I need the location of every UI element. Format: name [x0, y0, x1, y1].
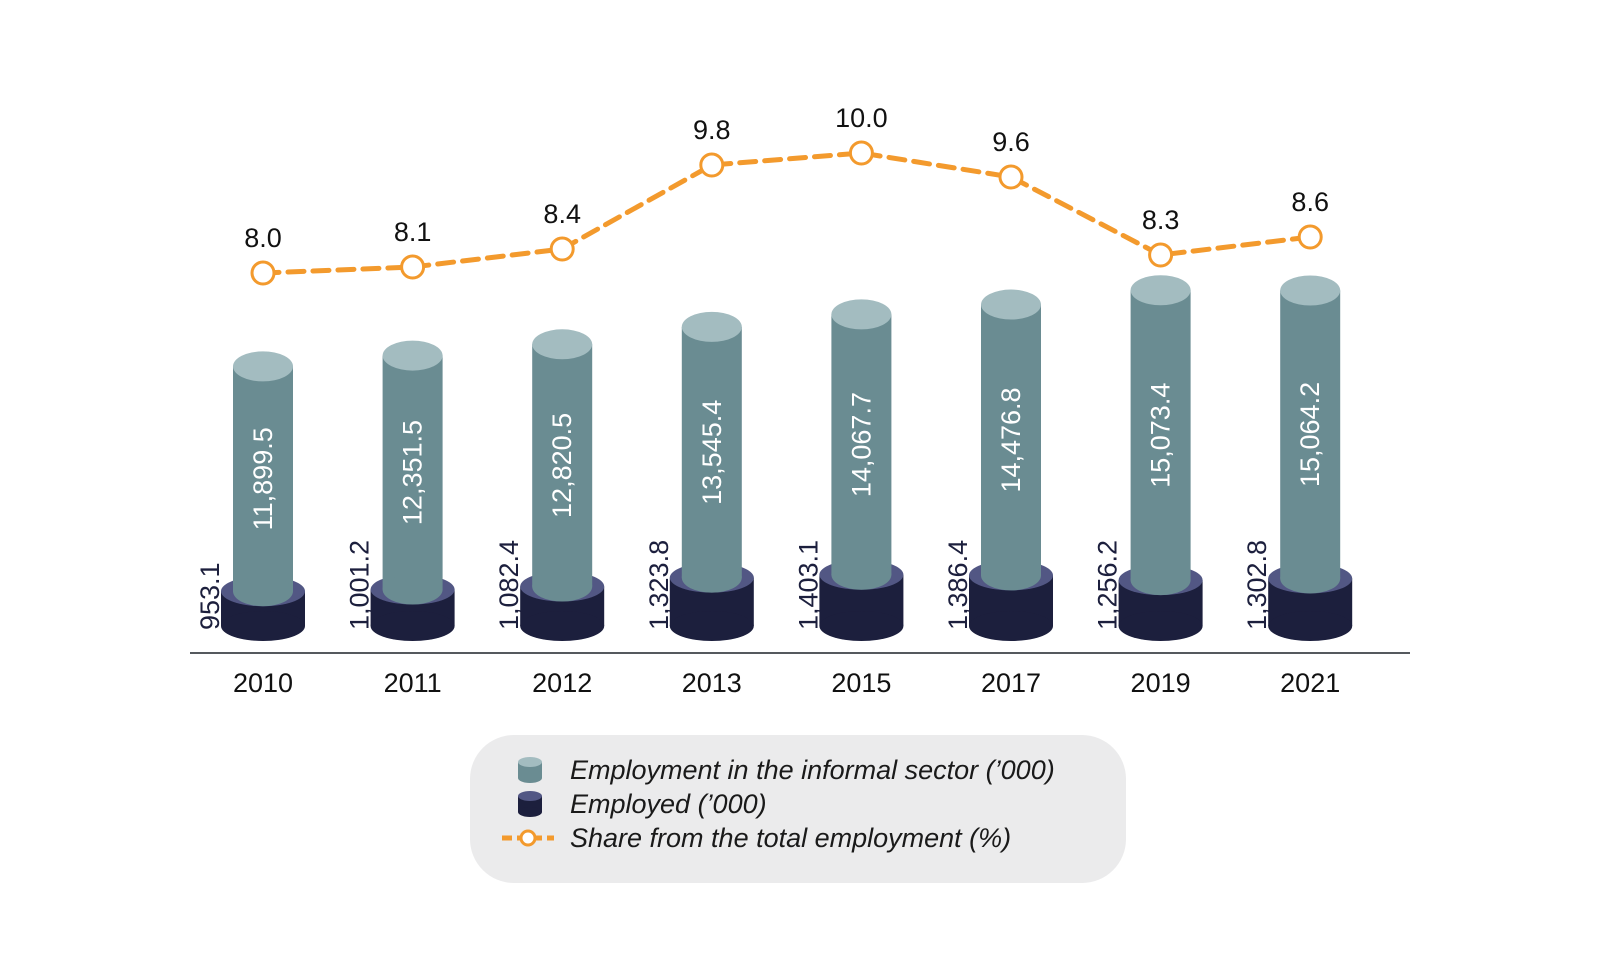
x-tick-label: 2013	[682, 668, 742, 698]
share-point	[1297, 224, 1323, 250]
informal-bar-top	[382, 340, 443, 371]
share-line	[260, 150, 1313, 276]
informal-bar-bottom	[981, 560, 1041, 591]
informal-value-label: 14,476.8	[996, 387, 1026, 492]
employed-value-label: 953.1	[195, 562, 225, 630]
informal-bar-top	[532, 329, 593, 360]
employed-value-label: 1,256.2	[1093, 540, 1123, 630]
informal-bar-bottom	[831, 559, 892, 590]
informal-bar-bottom	[1280, 563, 1341, 594]
bar-group-2021: 15,064.2 1,302.8 2021	[1242, 275, 1353, 698]
x-tick-label: 2017	[981, 668, 1041, 698]
employed-bar-bottom	[969, 611, 1053, 641]
legend: Employment in the informal sector (’000)…	[470, 735, 1126, 883]
share-point	[1148, 242, 1174, 268]
bar-group-2015: 14,067.7 1,403.1 2015	[793, 299, 904, 698]
employed-value-label: 1,302.8	[1242, 540, 1272, 630]
informal-bar-bottom	[382, 574, 443, 605]
informal-bar-body	[532, 344, 593, 587]
informal-value-label: 12,820.5	[547, 413, 577, 518]
legend-label-share: Share from the total employment (%)	[570, 822, 1012, 853]
employed-cylinder-icon	[518, 791, 542, 817]
legend-label-informal: Employment in the informal sector (’000)	[570, 754, 1055, 785]
employed-value-label: 1,082.4	[494, 540, 524, 630]
informal-bar-top	[981, 289, 1041, 320]
share-value-label: 8.4	[543, 199, 581, 229]
employed-bar-bottom	[819, 611, 904, 641]
employed-bar-bottom	[221, 611, 305, 641]
x-tick-label: 2010	[233, 668, 293, 698]
share-value-label: 9.8	[693, 115, 731, 145]
informal-bar-bottom	[233, 576, 293, 607]
employed-bar-bottom	[370, 611, 455, 641]
informal-value-label: 14,067.7	[846, 392, 876, 497]
share-point	[400, 254, 426, 280]
informal-bar-body	[981, 304, 1041, 576]
legend-item-employed: Employed (’000)	[518, 787, 767, 821]
share-point	[998, 164, 1024, 190]
x-tick-label: 2021	[1280, 668, 1340, 698]
legend-item-informal: Employment in the informal sector (’000)	[518, 753, 1055, 787]
employed-bar-bottom	[520, 611, 605, 641]
share-point	[549, 236, 575, 262]
bar-group-2017: 14,476.8 1,386.4 2017	[943, 289, 1053, 698]
legend-label-employed: Employed (’000)	[570, 788, 767, 819]
informal-value-label: 11,899.5	[248, 427, 278, 530]
employed-value-label: 1,001.2	[345, 540, 375, 630]
share-value-label: 9.6	[992, 127, 1030, 157]
informal-bar-top	[1130, 275, 1191, 306]
bar-group-2019: 15,073.4 1,256.2 2019	[1093, 275, 1203, 698]
employed-value-label: 1,403.1	[793, 540, 823, 630]
informal-value-label: 12,351.5	[398, 420, 428, 525]
informal-bar-body	[382, 355, 443, 590]
employed-value-label: 1,386.4	[943, 540, 973, 630]
share-point	[848, 140, 874, 166]
informal-cylinder-icon	[518, 757, 542, 783]
employed-bar-bottom	[1268, 611, 1353, 641]
share-value-label: 8.6	[1291, 187, 1329, 217]
share-point	[699, 152, 725, 178]
informal-bar-body	[1130, 290, 1191, 581]
x-tick-label: 2012	[532, 668, 592, 698]
informal-bar-bottom	[1130, 565, 1191, 596]
informal-bar-top	[831, 299, 892, 330]
informal-bar-body	[831, 314, 892, 575]
informal-bar-body	[233, 366, 293, 592]
informal-bar-body	[681, 326, 742, 578]
share-value-label: 8.0	[244, 223, 282, 253]
bar-group-2013: 13,545.4 1,323.8 2013	[644, 311, 754, 698]
informal-bar-bottom	[681, 562, 742, 593]
employed-bar-bottom	[1118, 611, 1203, 641]
bar-group-2010: 11,899.5 953.1 2010	[195, 351, 305, 698]
share-value-label: 10.0	[835, 103, 888, 133]
employed-bar-bottom	[669, 611, 754, 641]
informal-value-label: 13,545.4	[697, 400, 727, 505]
bar-group-2012: 12,820.5 1,082.4 2012	[494, 329, 605, 698]
x-tick-label: 2015	[831, 668, 891, 698]
employed-value-label: 1,323.8	[644, 540, 674, 630]
x-tick-label: 2011	[384, 668, 442, 698]
informal-value-label: 15,073.4	[1146, 383, 1176, 488]
informal-bar-body	[1280, 290, 1341, 579]
share-line-icon	[502, 829, 554, 847]
x-tick-label: 2019	[1131, 668, 1191, 698]
informal-bar-top	[1280, 275, 1341, 306]
informal-bar-top	[233, 351, 293, 382]
share-point	[250, 260, 276, 286]
bar-group-2011: 12,351.5 1,001.2 2011	[345, 340, 455, 698]
informal-bar-top	[681, 311, 742, 342]
informal-bar-bottom	[532, 571, 593, 602]
share-value-label: 8.1	[394, 217, 432, 247]
share-value-label: 8.3	[1142, 205, 1180, 235]
legend-item-share: Share from the total employment (%)	[502, 821, 1012, 855]
informal-value-label: 15,064.2	[1295, 382, 1325, 487]
